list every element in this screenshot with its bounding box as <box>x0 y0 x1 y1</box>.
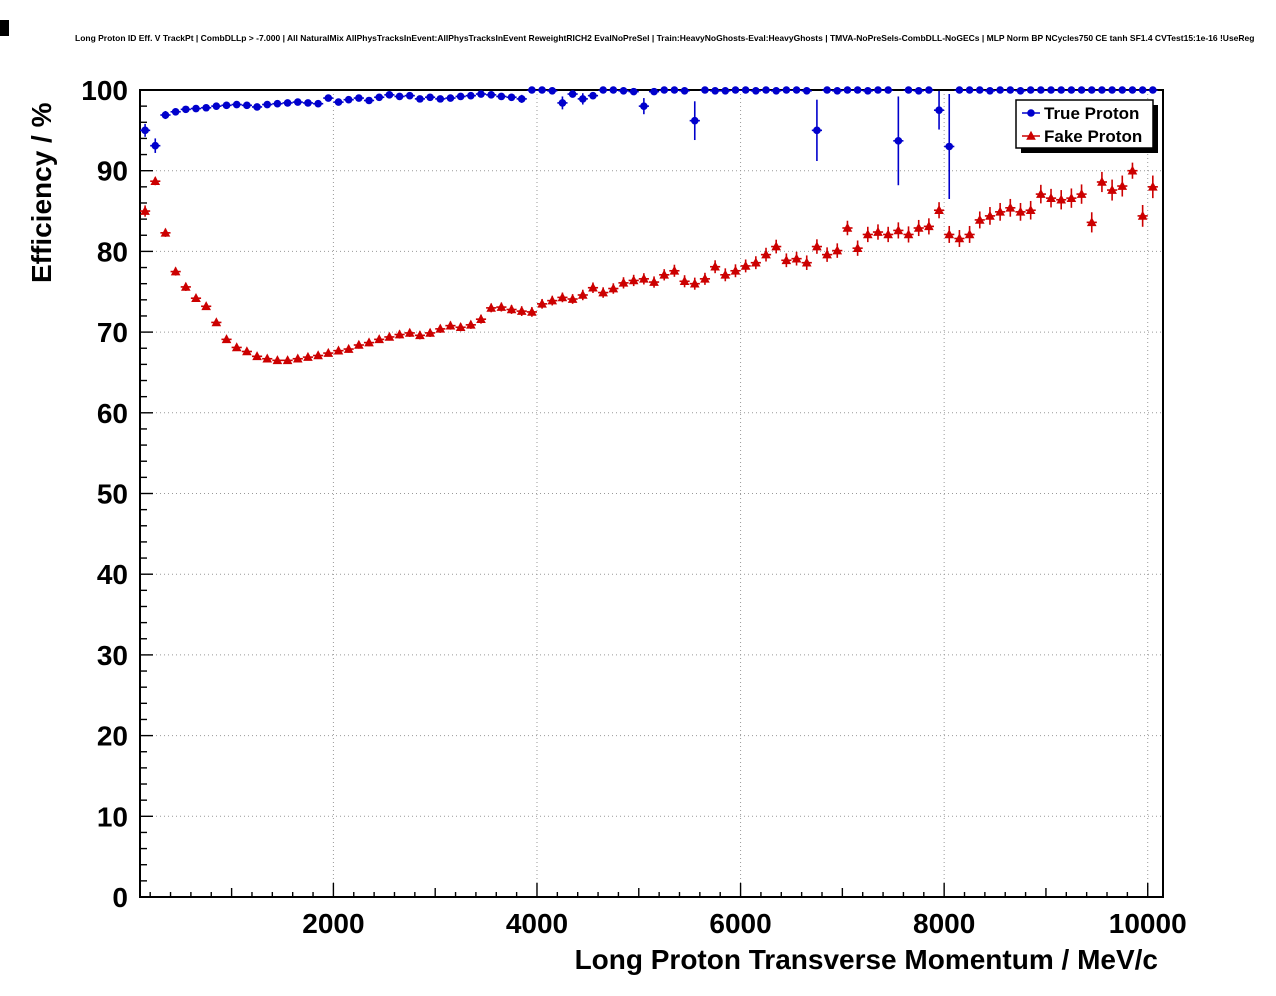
x-axis-title: Long Proton Transverse Momentum / MeV/c <box>574 944 1158 975</box>
svg-text:30: 30 <box>97 640 128 671</box>
plot-title: Long Proton ID Eff. V TrackPt | CombDLLp… <box>75 33 1255 43</box>
legend-marker-triangle-icon <box>1026 130 1036 140</box>
svg-text:20: 20 <box>97 721 128 752</box>
svg-text:70: 70 <box>97 317 128 348</box>
svg-text:10: 10 <box>97 801 128 832</box>
legend-entry-label: Fake Proton <box>1044 127 1142 146</box>
svg-text:40: 40 <box>97 559 128 590</box>
svg-text:2000: 2000 <box>302 908 364 939</box>
y-tick-labels: 0 10 20 30 40 50 60 70 80 90 100 <box>81 75 128 913</box>
svg-text:4000: 4000 <box>506 908 568 939</box>
svg-text:50: 50 <box>97 479 128 510</box>
legend-marker-circle-icon <box>1027 109 1035 117</box>
grid-lines <box>140 90 1163 897</box>
legend: True Proton Fake Proton <box>1015 99 1158 153</box>
canvas-corner-artifact <box>0 20 9 36</box>
svg-text:60: 60 <box>97 398 128 429</box>
x-tick-labels: 2000 4000 6000 8000 10000 <box>302 908 1186 939</box>
legend-entry-label: True Proton <box>1044 104 1139 123</box>
svg-text:6000: 6000 <box>709 908 771 939</box>
legend-box <box>1015 99 1154 149</box>
svg-text:0: 0 <box>112 882 128 913</box>
series-fake-proton <box>140 162 1158 365</box>
svg-text:10000: 10000 <box>1109 908 1187 939</box>
svg-text:80: 80 <box>97 236 128 267</box>
svg-text:8000: 8000 <box>913 908 975 939</box>
svg-text:90: 90 <box>97 156 128 187</box>
svg-text:100: 100 <box>81 75 128 106</box>
axis-ticks <box>140 105 1149 897</box>
y-axis-title: Efficiency / % <box>26 102 57 283</box>
series-true-proton <box>140 86 1158 199</box>
